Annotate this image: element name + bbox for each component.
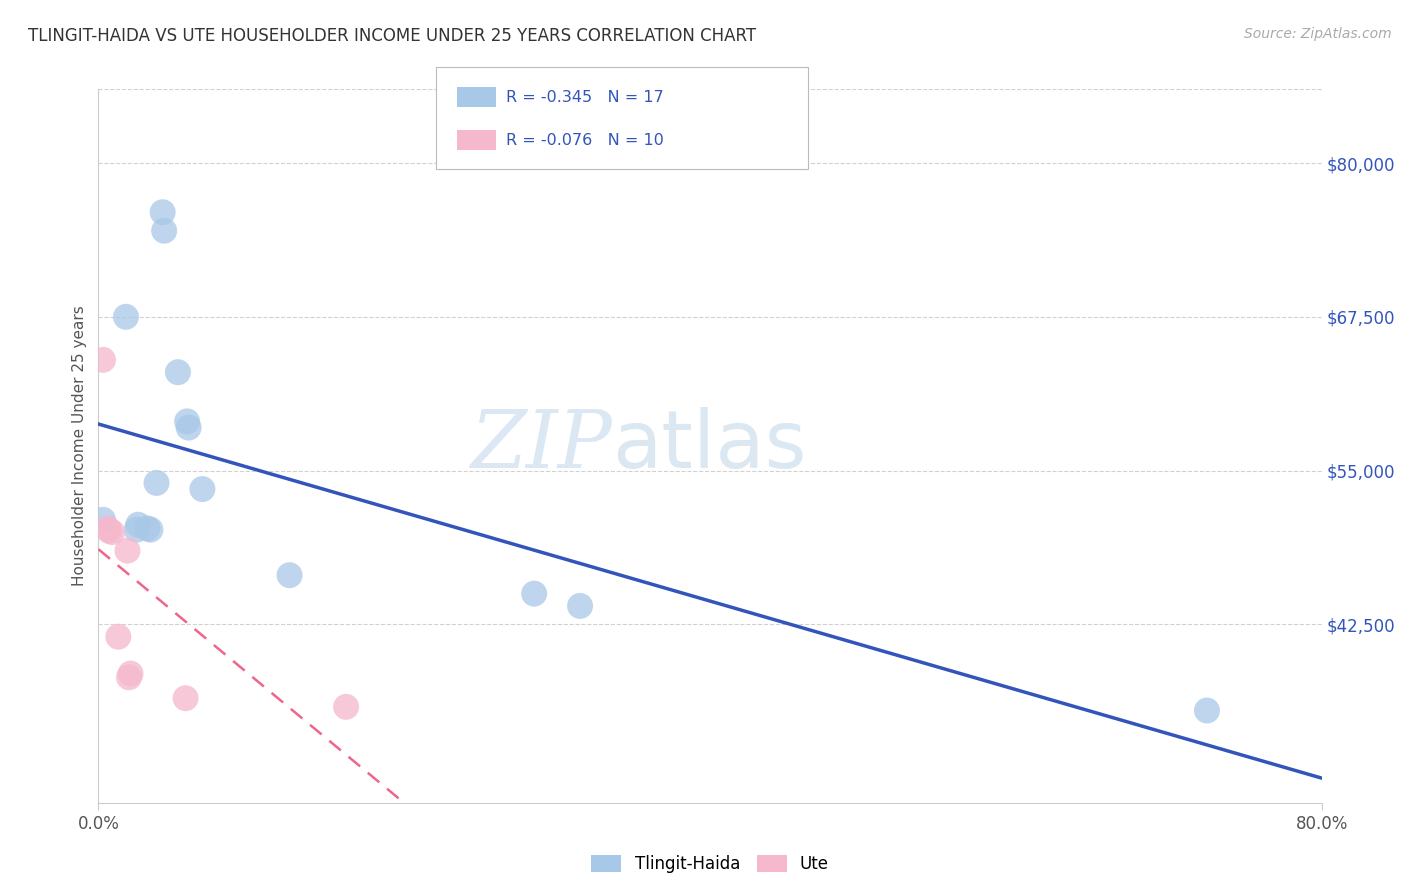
Legend: Tlingit-Haida, Ute: Tlingit-Haida, Ute: [591, 855, 830, 873]
Point: [91, 513, 114, 527]
Point: [127, 517, 149, 532]
Point: [136, 521, 159, 535]
Point: [278, 568, 301, 582]
Text: TLINGIT-HAIDA VS UTE HOUSEHOLDER INCOME UNDER 25 YEARS CORRELATION CHART: TLINGIT-HAIDA VS UTE HOUSEHOLDER INCOME …: [28, 27, 756, 45]
Point: [117, 543, 139, 558]
Text: R = -0.076   N = 10: R = -0.076 N = 10: [506, 133, 664, 147]
Point: [145, 475, 167, 490]
Point: [118, 670, 141, 684]
Point: [101, 525, 124, 540]
Point: [152, 205, 174, 219]
Text: atlas: atlas: [612, 407, 807, 485]
Point: [177, 420, 200, 434]
Point: [569, 599, 592, 613]
Text: Source: ZipAtlas.com: Source: ZipAtlas.com: [1244, 27, 1392, 41]
Point: [139, 523, 162, 537]
Point: [174, 691, 197, 706]
Text: ZIP: ZIP: [471, 408, 612, 484]
Point: [335, 699, 357, 714]
Point: [1195, 704, 1218, 718]
Point: [107, 630, 129, 644]
Point: [97, 521, 120, 535]
Point: [153, 224, 176, 238]
Point: [91, 352, 114, 367]
Point: [191, 482, 214, 496]
Point: [176, 414, 198, 428]
Point: [120, 666, 142, 681]
Text: R = -0.345   N = 17: R = -0.345 N = 17: [506, 90, 664, 104]
Point: [523, 587, 546, 601]
Point: [167, 365, 190, 379]
Point: [125, 523, 148, 537]
Y-axis label: Householder Income Under 25 years: Householder Income Under 25 years: [72, 306, 87, 586]
Point: [98, 524, 121, 538]
Point: [115, 310, 138, 324]
